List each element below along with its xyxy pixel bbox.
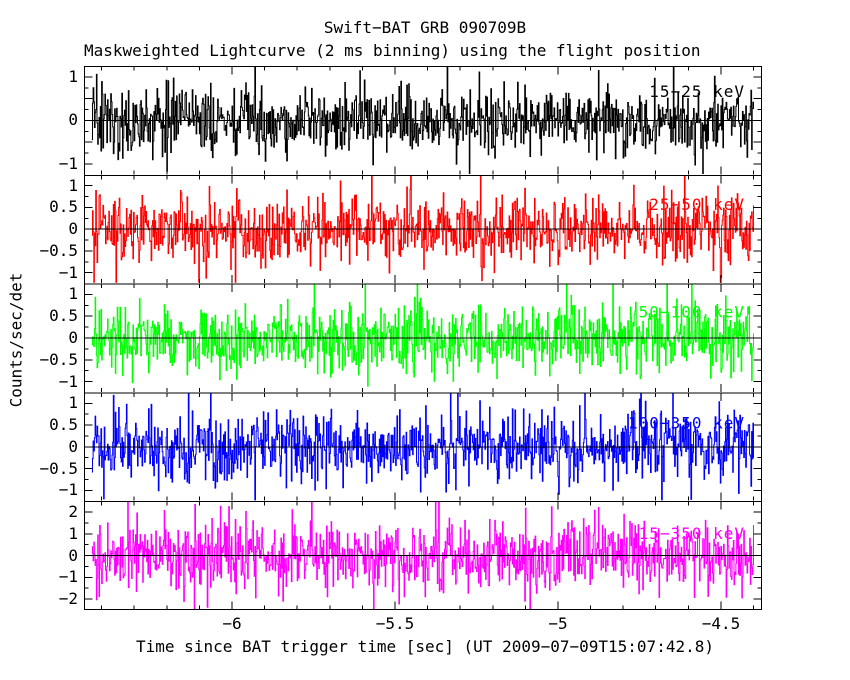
- y-tick-label: 0.5: [49, 415, 78, 434]
- y-tick-label: −1: [58, 480, 78, 499]
- x-axis-label: Time since BAT trigger time [sec] (UT 20…: [136, 637, 714, 656]
- series-label-1: 15−25 keV: [649, 82, 745, 101]
- y-tick-label: 0: [68, 219, 78, 238]
- series-trace-5: [91, 501, 754, 610]
- figure-title: Swift−BAT GRB 090709B: [323, 18, 527, 37]
- y-tick-label: −0.5: [39, 459, 78, 478]
- y-tick-label: −1: [58, 154, 78, 173]
- y-tick-label: −2: [58, 589, 78, 608]
- x-tick-label: −6: [222, 614, 242, 633]
- series-trace-1: [91, 66, 754, 174]
- y-tick-label: 1: [68, 393, 78, 412]
- series-trace-2: [91, 175, 754, 283]
- x-tick-label: −5: [548, 614, 568, 633]
- y-tick-label: 0: [68, 110, 78, 129]
- x-tick-label: −4.5: [701, 614, 741, 633]
- y-tick-label: −1: [58, 372, 78, 391]
- y-tick-label: 0.5: [49, 306, 78, 325]
- y-tick-label: −0.5: [39, 350, 78, 369]
- series-trace-3: [91, 284, 754, 387]
- y-tick-label: 1: [68, 67, 78, 86]
- y-tick-label: 2: [68, 502, 78, 521]
- series-trace-4: [91, 393, 754, 501]
- x-tick-label: −5.5: [375, 614, 415, 633]
- figure-subtitle: Maskweighted Lightcurve (2 ms binning) u…: [84, 41, 701, 60]
- y-tick-label: 1: [68, 284, 78, 303]
- y-tick-label: 0: [68, 437, 78, 456]
- y-tick-label: 0: [68, 546, 78, 565]
- y-tick-label: 1: [68, 524, 78, 543]
- y-tick-label: 1: [68, 176, 78, 195]
- y-tick-label: −0.5: [39, 241, 78, 260]
- y-axis-label: Counts/sec/det: [6, 272, 26, 408]
- y-tick-label: 0: [68, 328, 78, 347]
- y-tick-label: −1: [58, 263, 78, 282]
- y-tick-label: −1: [58, 567, 78, 586]
- y-tick-label: 0.5: [49, 197, 78, 216]
